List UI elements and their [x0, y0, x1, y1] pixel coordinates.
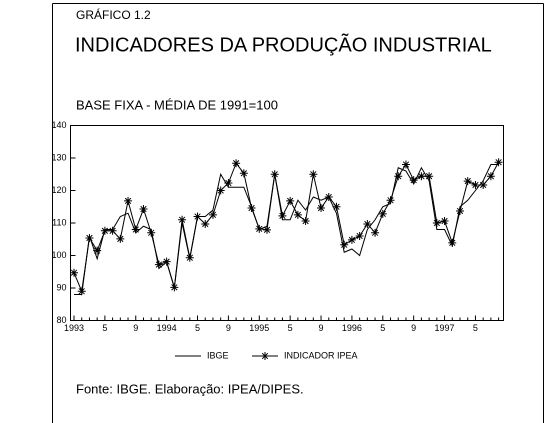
x-tick-label: 5 [473, 323, 478, 333]
x-tick-label: 1993 [64, 323, 84, 333]
x-tick-label: 1996 [342, 323, 362, 333]
x-tick-label: 5 [380, 323, 385, 333]
y-tick-label: 80 [56, 315, 66, 325]
data-marker [378, 209, 387, 218]
data-marker [100, 226, 109, 235]
x-tick-label: 5 [288, 323, 293, 333]
data-marker [162, 257, 171, 266]
data-marker [154, 260, 163, 269]
x-tick-label: 9 [133, 323, 138, 333]
data-marker [448, 238, 457, 247]
data-marker [371, 228, 380, 237]
data-marker [456, 206, 464, 215]
data-marker [494, 158, 503, 167]
data-marker [293, 210, 302, 219]
x-tick-label: 9 [226, 323, 231, 333]
y-tick-label: 130 [51, 152, 66, 162]
y-tick-label: 110 [52, 217, 66, 227]
frame [52, 3, 544, 423]
data-marker [471, 180, 480, 189]
data-marker [93, 246, 102, 255]
data-marker [139, 205, 148, 214]
data-marker [255, 224, 264, 233]
x-tick-label: 5 [102, 323, 107, 333]
data-marker [463, 177, 472, 186]
data-marker [440, 217, 449, 226]
data-marker [332, 202, 341, 211]
x-tick-label: 5 [195, 323, 200, 333]
data-marker [131, 225, 140, 234]
data-marker [417, 172, 426, 181]
data-marker [486, 172, 495, 181]
x-tick-label: 9 [319, 323, 324, 333]
data-marker [208, 210, 217, 219]
data-marker [425, 172, 434, 181]
data-marker [432, 219, 441, 227]
data-marker [286, 196, 295, 205]
data-marker [340, 240, 349, 249]
data-marker [386, 196, 395, 205]
chart-subtitle: BASE FIXA - MÉDIA DE 1991=100 [76, 97, 278, 112]
data-marker [247, 204, 256, 213]
data-marker [401, 160, 410, 169]
data-marker [224, 179, 233, 188]
data-marker [347, 235, 356, 244]
y-tick-label: 140 [51, 120, 66, 130]
series-line [74, 164, 499, 295]
data-marker [270, 170, 279, 179]
data-marker [309, 170, 318, 179]
data-marker [394, 172, 403, 181]
data-marker [216, 186, 225, 195]
data-marker [232, 159, 241, 168]
data-marker [263, 225, 271, 234]
data-marker [355, 232, 364, 240]
data-marker [317, 204, 326, 213]
data-marker [193, 212, 202, 221]
data-marker [363, 219, 372, 228]
data-marker [185, 253, 194, 262]
data-marker [201, 219, 210, 228]
data-marker [479, 180, 488, 189]
data-marker [147, 228, 156, 237]
data-marker [170, 283, 179, 292]
data-marker [77, 287, 86, 296]
legend-label: INDICADOR IPEA [284, 350, 358, 360]
x-tick-label: 1994 [157, 323, 177, 333]
data-marker [301, 217, 310, 226]
x-tick-label: 1995 [249, 323, 269, 333]
data-marker [239, 169, 248, 178]
y-tick-label: 120 [51, 185, 66, 195]
data-marker [178, 215, 187, 224]
data-marker [409, 176, 418, 185]
chart-title: INDICADORES DA PRODUÇÃO INDUSTRIAL [75, 32, 492, 56]
legend-marker [261, 352, 269, 360]
data-marker [116, 234, 125, 243]
x-tick-label: 1997 [435, 323, 455, 333]
data-marker [278, 211, 287, 220]
y-tick-label: 100 [51, 250, 66, 260]
x-tick-label: 9 [411, 323, 416, 333]
data-marker [108, 226, 117, 235]
data-marker [124, 196, 133, 205]
source-note: Fonte: IBGE. Elaboração: IPEA/DIPES. [76, 381, 304, 396]
y-tick-label: 90 [56, 282, 66, 292]
data-marker [70, 268, 78, 277]
series-line [73, 161, 500, 294]
chart-label: GRÁFICO 1.2 [76, 7, 151, 22]
data-marker [324, 193, 333, 201]
data-marker [85, 233, 94, 242]
legend-label: IBGE [207, 350, 229, 360]
